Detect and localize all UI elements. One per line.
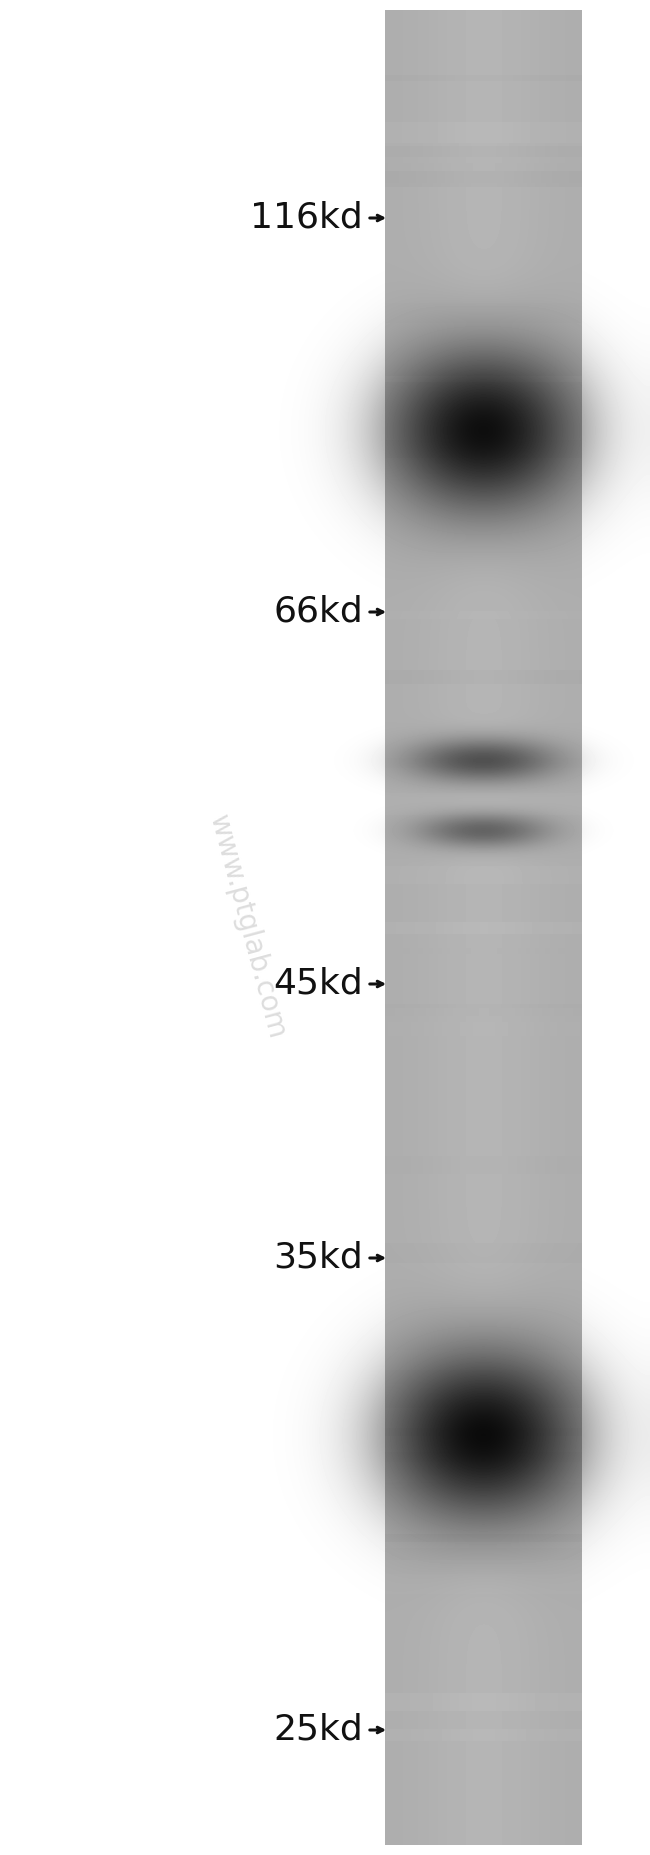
Text: 25kd: 25kd [273,1712,363,1747]
Text: 116kd: 116kd [250,200,363,236]
Text: 66kd: 66kd [273,595,363,629]
Text: 35kd: 35kd [273,1241,363,1274]
Text: www.ptglab.com: www.ptglab.com [203,812,291,1043]
Text: 45kd: 45kd [273,966,363,1002]
